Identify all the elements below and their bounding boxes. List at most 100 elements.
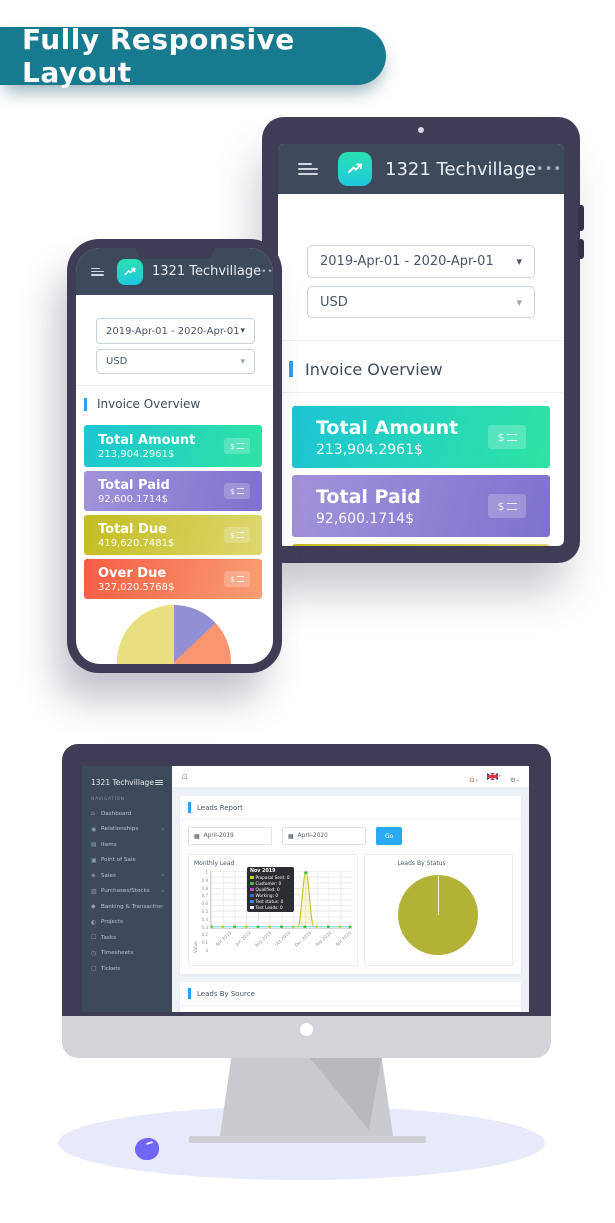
trend-up-icon [124,267,136,275]
notifications-menu[interactable]: Ω▾ [469,767,477,786]
tablet-volume-button [578,205,584,231]
sidebar-item[interactable]: ▥ Purchases/Stocks › [91,887,164,895]
date-range-select[interactable]: 2019-Apr-01 - 2020-Apr-01 ▾ [307,245,535,278]
currency-value: USD [320,294,348,310]
tasks-icon: ☐ [91,934,97,942]
legend-swatch [250,887,254,892]
heading-accent-bar [289,361,293,377]
bell-icon: Ω [469,776,475,784]
leads-by-status-card: Leads By Status [363,854,513,966]
sidebar-item[interactable]: ◐ Projects [91,918,124,926]
sidebar-item[interactable]: ▣ Point of Sale [91,856,136,864]
navigation-label: NAVIGATION [91,797,125,802]
card-label: Over Due [98,565,167,581]
divider [76,385,273,386]
projects-icon: ◐ [91,918,97,926]
summary-card: Total Due 419,620.7481$ [292,544,550,546]
tooltip-legend-item: Test Leads: 0 [250,905,291,910]
chevron-right-icon: › [161,903,164,911]
date-range-select[interactable]: 2019-Apr-01 - 2020-Apr-01 ▾ [96,318,255,344]
purchases-icon: ▥ [91,887,97,895]
card-value: 213,904.2961$ [98,448,175,460]
date-from-input[interactable]: ▦ April-2019 [188,827,272,845]
monitor-mockup: 1321 Techvillage NAVIGATION ⌂ Dashboard … [62,744,551,1016]
leads-report-heading: Leads Report [180,796,521,820]
trend-up-icon [348,163,362,173]
language-menu[interactable]: ▾ [486,773,501,780]
main-content: Leads Report ▦ April-2019 ▦ April-2020 G… [172,788,529,1012]
currency-select[interactable]: USD ▾ [307,286,535,318]
caret-down-icon: ▾ [240,356,245,367]
caret-down-icon: ▾ [516,255,522,268]
leads-by-source-heading: Leads By Source [180,982,521,1006]
decor-blob [135,1138,159,1160]
monitor-screen: 1321 Techvillage NAVIGATION ⌂ Dashboard … [82,766,529,1012]
sidebar-item[interactable]: ◈ Sales › [91,872,164,880]
leads-by-status-pie [398,875,479,955]
date-filter-row: ▦ April-2019 ▦ April-2020 Go [180,820,521,852]
calendar-icon: ▦ [288,832,294,840]
tickets-icon: ▢ [91,965,97,973]
divider [278,392,564,393]
topbar: ⊡ Ω▾ ▾ ⚙▾ [172,766,529,788]
invoice-summary-cards: Total Amount 213,904.2961$ Total Paid 92… [292,406,550,546]
sidebar-item[interactable]: ◷ Timesheets [91,949,134,957]
sidebar-item[interactable]: ☐ Tasks [91,934,116,942]
y-axis-label: Value [194,941,199,953]
card-value: 327,020.5768$ [98,581,175,593]
heading-accent-bar [188,988,191,999]
legend-swatch [250,875,254,880]
app-logo [338,152,372,186]
card-label: Total Amount [316,416,459,439]
app-title: 1321 Techvillage [385,158,537,180]
tooltip-legend-item: Customer: 0 [250,881,291,886]
legend-swatch [250,899,254,904]
banking-icon: ◆ [91,903,96,911]
y-axis-ticks: 1 0.9 0.8 0.7 0.6 0.5 0.4 0.3 0.2 0.1 0 [201,870,208,953]
invoice-summary-cards: Total Amount 213,904.2961$ Total Paid 92… [84,425,262,599]
divider [278,340,564,341]
go-button[interactable]: Go [376,827,402,845]
ellipsis-icon[interactable]: ••• [261,266,273,277]
caret-down-icon: ▾ [516,779,519,784]
tablet-power-button [578,239,584,259]
app-title: 1321 Techvillage [91,778,154,787]
sidebar: 1321 Techvillage NAVIGATION ⌂ Dashboard … [82,766,172,1012]
monitor-logo-dot [300,1023,313,1036]
sidebar-item[interactable]: ▢ Tickets [91,965,121,973]
date-to-input[interactable]: ▦ April-2020 [282,827,366,845]
settings-menu[interactable]: ⚙▾ [510,767,519,786]
uk-flag-icon [486,773,498,780]
card-value: 213,904.2961$ [316,441,423,458]
phone-mockup: 1321 Techvillage ••• 2019-Apr-01 - 2020-… [67,239,282,673]
sidebar-nav: ⌂ Dashboard ◉ Relationships › ▤ Items ▣ … [82,806,172,977]
monthly-lead-title: Monthly Lead [194,860,235,867]
currency-value: USD [106,356,128,367]
card-value: 92,600.1714$ [98,493,168,505]
date-range-value: 2019-Apr-01 - 2020-Apr-01 [106,325,240,337]
heading-accent-bar [84,397,87,411]
sidebar-item[interactable]: ◉ Relationships › [91,825,164,833]
chevron-right-icon: › [161,825,164,833]
card-value: 419,620.7481$ [98,537,175,549]
caret-down-icon: ▾ [516,295,522,309]
gear-icon: ⚙ [509,776,516,784]
money-check-icon [224,571,250,587]
legend-swatch [250,905,254,910]
sidebar-item[interactable]: ◆ Banking & Transactions › [91,903,164,911]
sidebar-item[interactable]: ▤ Items [91,841,117,849]
hamburger-menu-icon[interactable] [155,780,163,785]
ellipsis-icon[interactable]: ••• [536,161,563,177]
currency-select[interactable]: USD ▾ [96,349,255,374]
pos-icon: ▣ [91,856,97,864]
money-check-icon [224,527,250,543]
hamburger-menu-icon[interactable] [91,267,104,276]
hamburger-menu-icon[interactable] [298,163,318,175]
monitor-stand-base [189,1136,426,1143]
calendar-icon: ▦ [194,832,200,840]
expand-icon[interactable]: ⊡ [182,772,188,781]
sidebar-item[interactable]: ⌂ Dashboard [91,810,132,818]
tooltip-legend-item: Qualified: 0 [250,887,291,892]
data-markers [211,871,352,928]
